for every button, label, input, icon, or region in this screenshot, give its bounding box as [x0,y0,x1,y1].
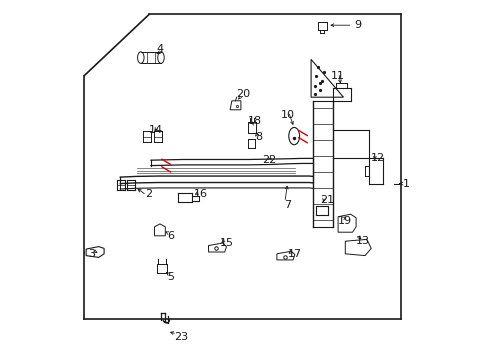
Text: 20: 20 [235,89,249,99]
Text: 9: 9 [354,20,361,30]
Text: 6: 6 [167,231,174,241]
Text: 12: 12 [370,153,384,163]
Text: 13: 13 [356,236,369,246]
Text: 2: 2 [145,189,152,199]
Text: 23: 23 [174,332,188,342]
Text: 14: 14 [149,125,163,135]
Text: 1: 1 [402,179,409,189]
Text: 18: 18 [248,116,262,126]
Text: 3: 3 [88,249,95,259]
Text: 21: 21 [320,195,334,205]
Text: 19: 19 [338,216,352,226]
Text: 5: 5 [167,272,174,282]
Text: 10: 10 [280,110,294,120]
Text: 11: 11 [330,71,345,81]
Text: 4: 4 [156,44,163,54]
Text: 8: 8 [255,132,262,142]
Text: 7: 7 [284,200,291,210]
Text: 22: 22 [262,155,276,165]
Text: 17: 17 [287,249,302,259]
Text: 15: 15 [219,238,233,248]
Text: 16: 16 [194,189,208,199]
